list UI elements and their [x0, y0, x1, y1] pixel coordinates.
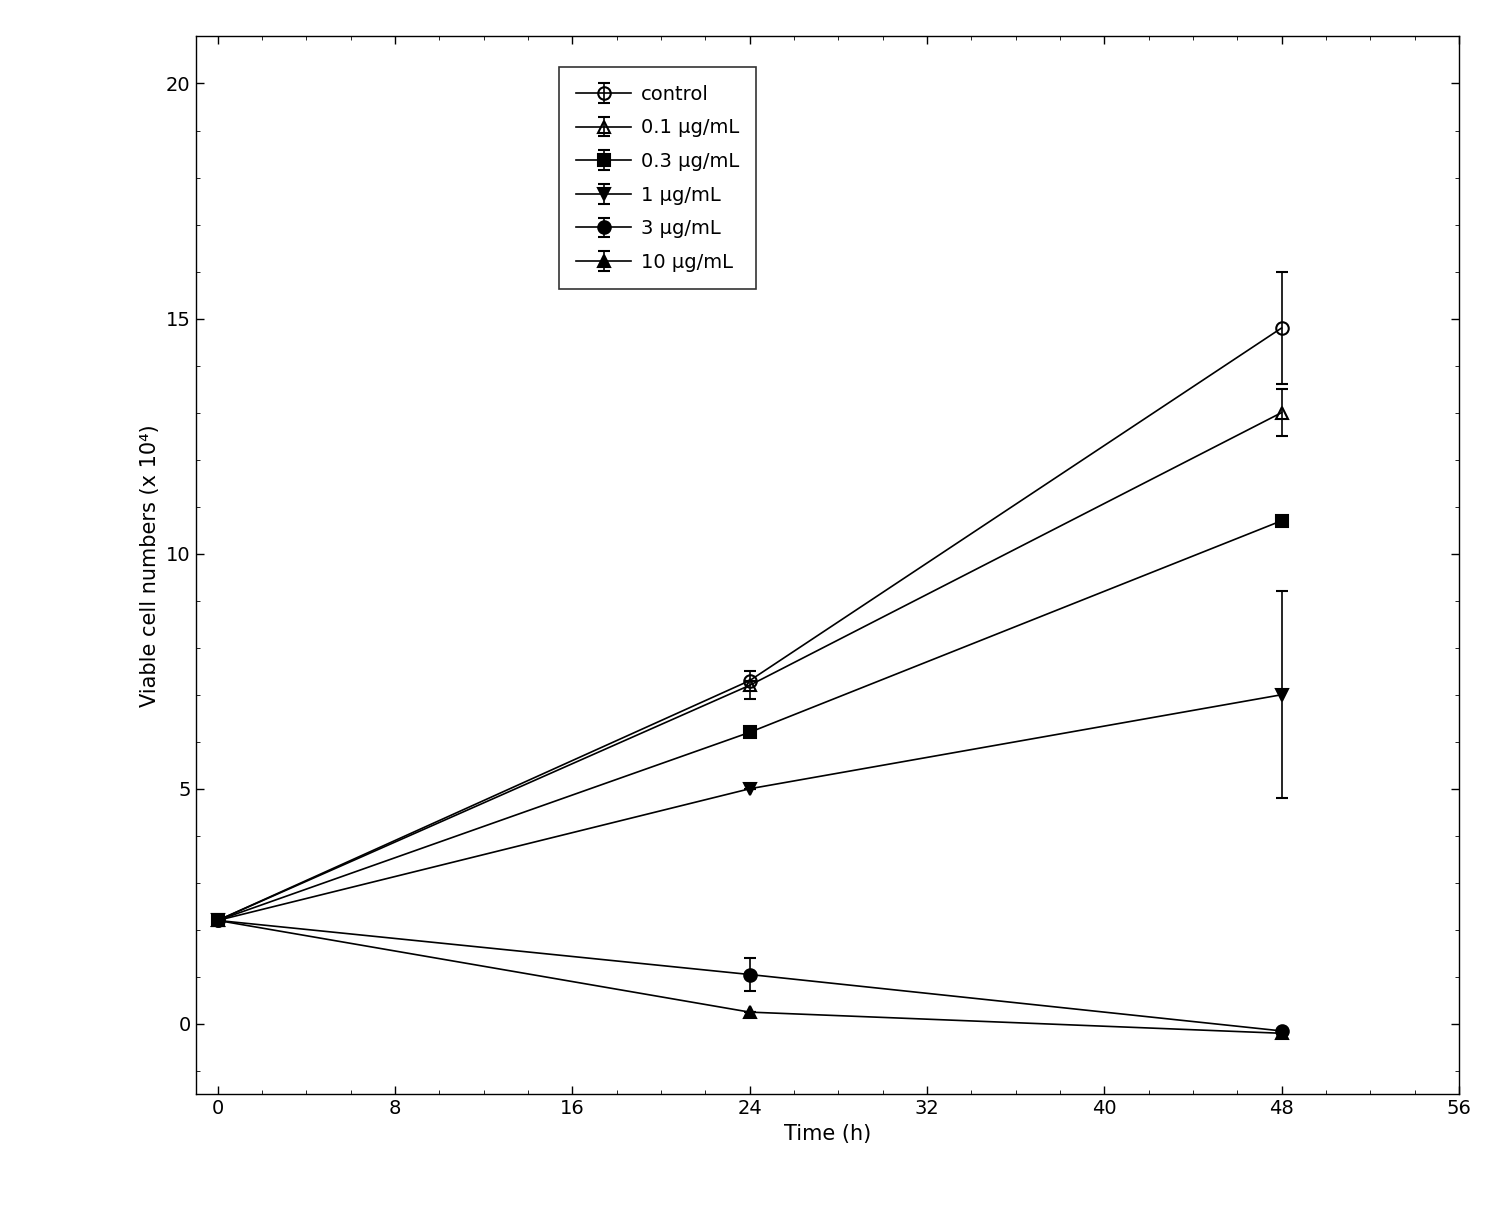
X-axis label: Time (h): Time (h) — [784, 1124, 871, 1144]
Legend: control, 0.1 μg/mL, 0.3 μg/mL, 1 μg/mL, 3 μg/mL, 10 μg/mL: control, 0.1 μg/mL, 0.3 μg/mL, 1 μg/mL, … — [559, 67, 757, 289]
Y-axis label: Viable cell numbers (x 10⁴): Viable cell numbers (x 10⁴) — [140, 424, 161, 706]
